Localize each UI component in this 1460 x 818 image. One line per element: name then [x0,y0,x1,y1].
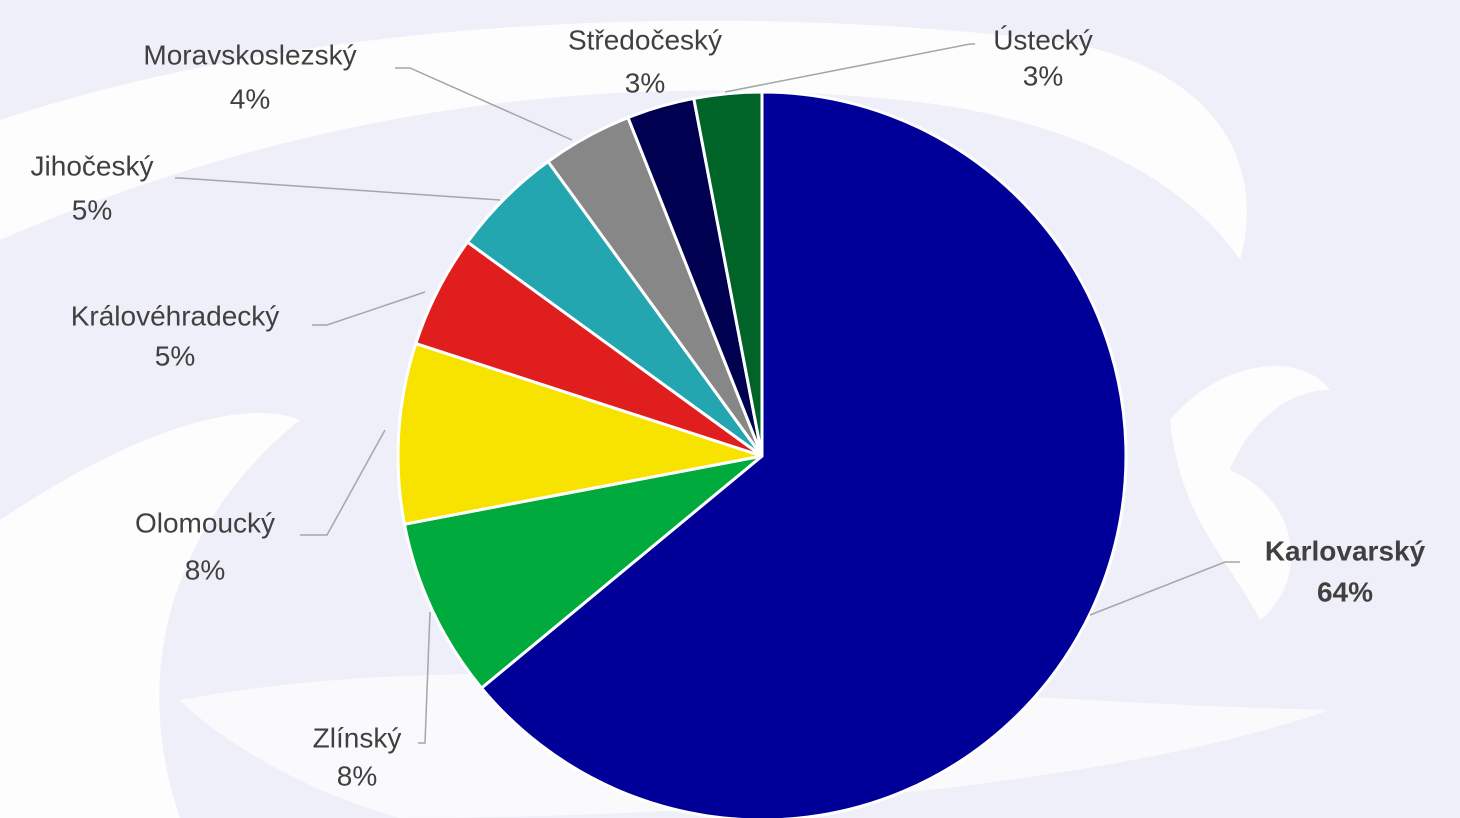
data-label-name: Královéhradecký [71,300,280,331]
leader-line [175,177,501,201]
pie-slice [402,454,763,691]
decor [1170,366,1330,620]
data-label-value: 4% [230,83,270,114]
data-label-name: Ústecký [993,24,1093,55]
data-label-name: Zlínský [313,722,402,753]
data-label-value: 5% [72,194,112,225]
data-label-value: 5% [155,340,195,371]
data-label-name: Středočeský [568,24,722,55]
decor [0,20,1247,260]
leader-line [724,43,975,93]
leader-line [312,291,426,326]
pie-slice [479,90,1128,818]
data-label-name: Moravskoslezský [143,39,356,70]
leader-line [395,67,573,141]
data-label-name: Karlovarský [1265,535,1426,566]
data-label-name: Olomoucký [135,507,275,538]
leader-line [300,429,386,536]
pie-slice [396,341,763,526]
data-label-value: 8% [337,760,377,791]
data-label-name: Jihočeský [31,150,154,181]
data-label-value: 64% [1317,576,1373,607]
decor [0,413,300,818]
leader-line [1089,561,1240,616]
data-label-value: 3% [1023,60,1063,91]
leader-line [418,611,431,744]
data-label-value: 8% [185,554,225,585]
data-label-value: 3% [625,67,665,98]
pie-slice [692,90,764,457]
